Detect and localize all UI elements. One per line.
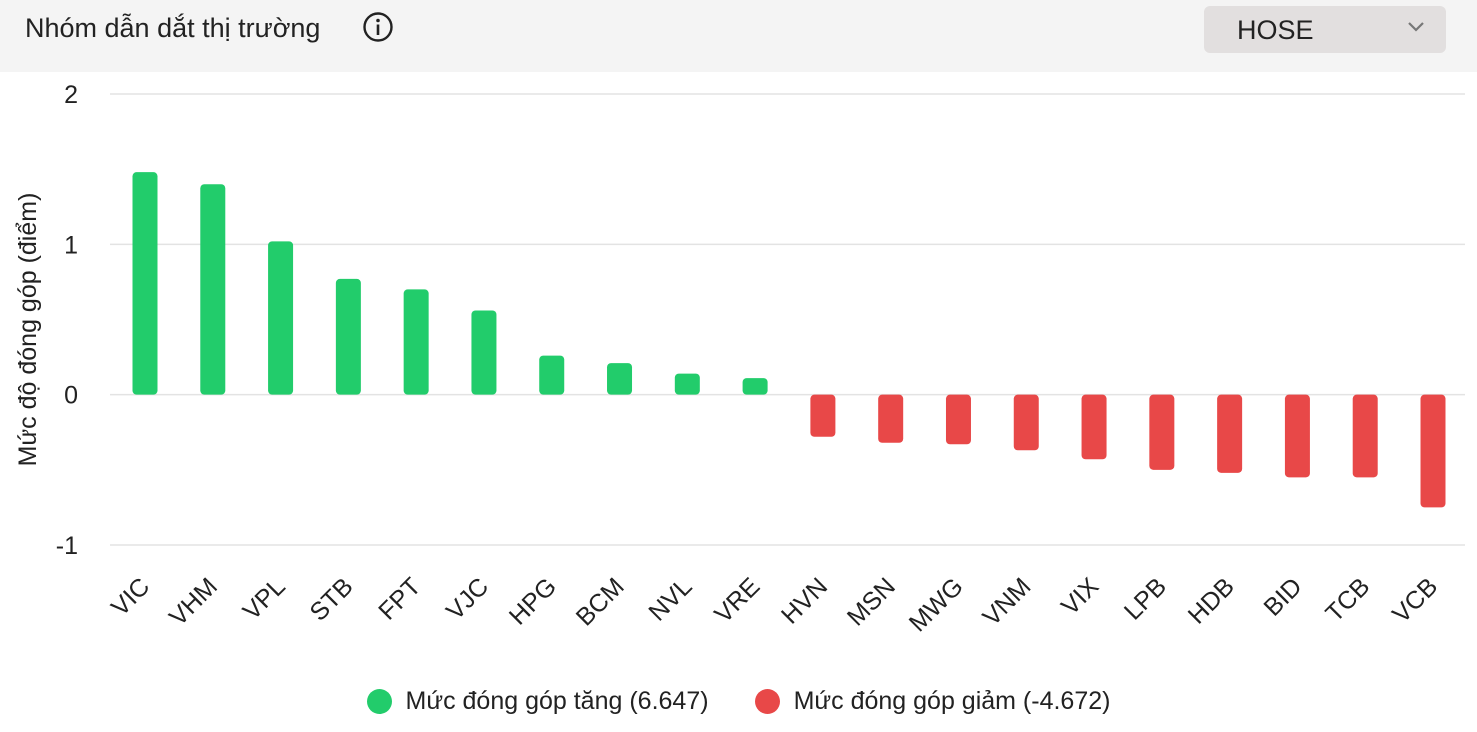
bar-vix xyxy=(1081,394,1107,460)
x-tick-label: VIC xyxy=(106,572,155,621)
y-tick-label: 2 xyxy=(64,81,78,109)
bar-lpb xyxy=(1149,394,1175,470)
x-tick-label: VJC xyxy=(441,572,494,625)
x-tick-label: STB xyxy=(304,572,358,626)
bar-bcm xyxy=(607,363,633,395)
bar-tcb xyxy=(1352,394,1378,478)
bar-vjc xyxy=(471,310,497,395)
chevron-down-icon xyxy=(1408,22,1424,32)
x-tick-label: MWG xyxy=(904,572,969,637)
bar-chart: 2 1 0 -1 Mức độ đóng góp (điểm) VIC VHM VPL STB F… xyxy=(14,81,1465,637)
x-tick-label: HDB xyxy=(1183,572,1240,629)
bar-stb xyxy=(335,278,361,395)
bar-nvl xyxy=(674,373,700,395)
x-tick-label: MSN xyxy=(842,572,901,631)
x-tick-label: LPB xyxy=(1119,572,1172,625)
bar-bid xyxy=(1284,394,1310,478)
x-tick-label: NVL xyxy=(643,572,697,626)
x-tick-label: HPG xyxy=(504,572,562,630)
bar-msn xyxy=(878,394,904,443)
bar-vnm xyxy=(1013,394,1039,451)
x-tick-label: VHM xyxy=(164,572,223,631)
x-tick-label: VRE xyxy=(709,572,765,628)
bar-vhm xyxy=(200,184,226,395)
exchange-select-value: HOSE xyxy=(1237,15,1314,45)
x-tick-label: TCB xyxy=(1320,572,1375,627)
x-tick-label: VCB xyxy=(1387,572,1443,628)
bar-hdb xyxy=(1217,394,1243,473)
legend-swatch-increase xyxy=(366,688,392,714)
x-tick-label: VIX xyxy=(1056,572,1105,621)
exchange-select[interactable]: HOSE xyxy=(1204,6,1446,53)
bar-vre xyxy=(742,378,768,395)
x-tick-label: FPT xyxy=(373,572,426,625)
x-tick-label: VNM xyxy=(977,572,1036,631)
bar-fpt xyxy=(403,289,429,395)
info-circle-icon[interactable] xyxy=(362,11,394,43)
x-tick-label: BID xyxy=(1258,572,1307,621)
y-axis-label: Mức độ đóng góp (điểm) xyxy=(14,193,42,467)
bar-hvn xyxy=(810,394,836,437)
legend-item-increase[interactable]: Mức đóng góp tăng (6.647) xyxy=(366,686,709,716)
bar-hpg xyxy=(539,355,565,395)
y-tick-label: 1 xyxy=(64,231,78,259)
y-tick-label: 0 xyxy=(64,382,78,410)
bar-vic xyxy=(132,172,158,395)
y-tick-label: -1 xyxy=(56,532,78,560)
bar-vpl xyxy=(268,241,294,395)
x-tick-label: VPL xyxy=(238,572,291,625)
bar-mwg xyxy=(945,394,971,445)
x-tick-label: BCM xyxy=(571,572,630,631)
bar-vcb xyxy=(1420,394,1446,508)
header-bar: Nhóm dẫn dắt thị trường HOSE xyxy=(0,0,1477,72)
legend-label-increase: Mức đóng góp tăng (6.647) xyxy=(405,686,709,715)
chart-legend: Mức đóng góp tăng (6.647) Mức đóng góp g… xyxy=(0,684,1477,718)
legend-label-decrease: Mức đóng góp giảm (-4.672) xyxy=(793,686,1111,715)
legend-swatch-decrease xyxy=(754,688,780,714)
x-tick-label: HVN xyxy=(776,572,833,629)
legend-item-decrease[interactable]: Mức đóng góp giảm (-4.672) xyxy=(754,686,1111,716)
chart-title: Nhóm dẫn dắt thị trường xyxy=(25,13,321,43)
